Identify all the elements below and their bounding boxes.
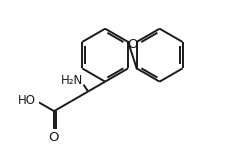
- Text: O: O: [127, 38, 138, 51]
- Text: HO: HO: [17, 94, 35, 107]
- Text: O: O: [48, 131, 58, 144]
- Text: H₂N: H₂N: [61, 74, 83, 87]
